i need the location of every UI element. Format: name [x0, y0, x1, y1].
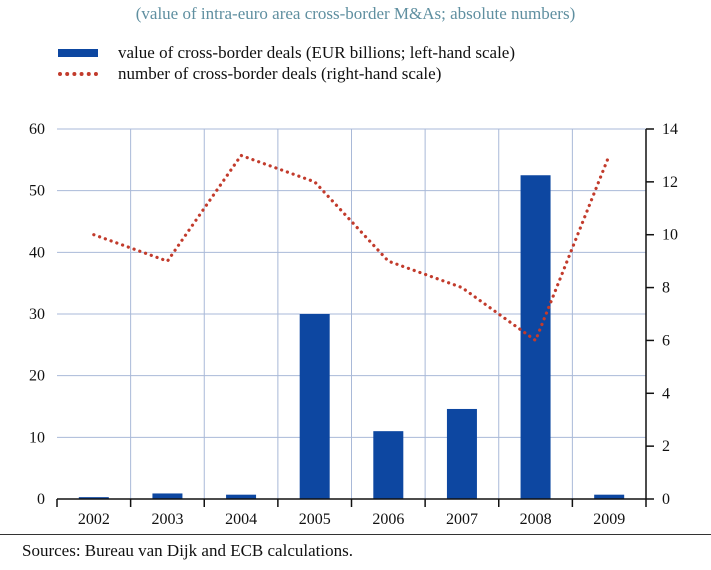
y-right-tick-label: 4 [662, 385, 670, 402]
y-left-tick-label: 60 [29, 121, 45, 138]
y-left-tick-label: 30 [29, 306, 45, 323]
y-right-tick-label: 8 [662, 280, 670, 297]
bar-2009 [594, 494, 625, 499]
bar-2008 [520, 175, 551, 499]
bar-2004 [226, 494, 257, 499]
y-left-tick-label: 10 [29, 429, 45, 446]
legend-label-value: value of cross-border deals (EUR billion… [118, 42, 516, 62]
legend-swatch-line [58, 71, 98, 76]
y-right-tick-label: 6 [662, 332, 670, 349]
bar-2007 [446, 408, 477, 499]
chart-plot: 0 10 20 30 40 50 60 0 2 4 6 8 10 12 14 2002 2003 2004 2005… [29, 121, 678, 528]
bar-2005 [299, 314, 330, 499]
y-left-tick-label: 0 [37, 491, 45, 508]
x-tick-label: 2007 [446, 511, 478, 528]
x-tick-label: 2009 [593, 511, 625, 528]
chart-subtitle: (value of intra-euro area cross-border M… [135, 4, 576, 23]
bar-2006 [373, 431, 404, 499]
legend-item-value: value of cross-border deals (EUR billion… [58, 42, 515, 63]
y-left-tick-label: 20 [29, 368, 45, 385]
x-tick-label: 2006 [372, 511, 404, 528]
legend-item-number: number of cross-border deals (right-hand… [58, 63, 515, 84]
y-right-tick-label: 10 [662, 227, 678, 244]
y-right-tick-label: 0 [662, 491, 670, 508]
x-tick-label: 2003 [151, 511, 183, 528]
y-right-tick-label: 2 [662, 438, 670, 455]
x-tick-label: 2008 [520, 511, 552, 528]
legend: value of cross-border deals (EUR billion… [58, 42, 515, 84]
source-divider [0, 534, 711, 535]
y-right-tick-label: 14 [662, 121, 678, 138]
x-tick-label: 2002 [78, 511, 110, 528]
legend-swatch-bar [58, 48, 98, 57]
bar-2003 [152, 493, 183, 499]
bar-2002 [78, 497, 109, 499]
source-note: Sources: Bureau van Dijk and ECB calcula… [22, 541, 353, 560]
x-tick-label: 2004 [225, 511, 257, 528]
legend-label-number: number of cross-border deals (right-hand… [118, 63, 442, 83]
y-left-tick-label: 40 [29, 244, 45, 261]
y-right-tick-label: 12 [662, 174, 678, 191]
y-left-tick-label: 50 [29, 183, 45, 200]
x-tick-label: 2005 [299, 511, 331, 528]
